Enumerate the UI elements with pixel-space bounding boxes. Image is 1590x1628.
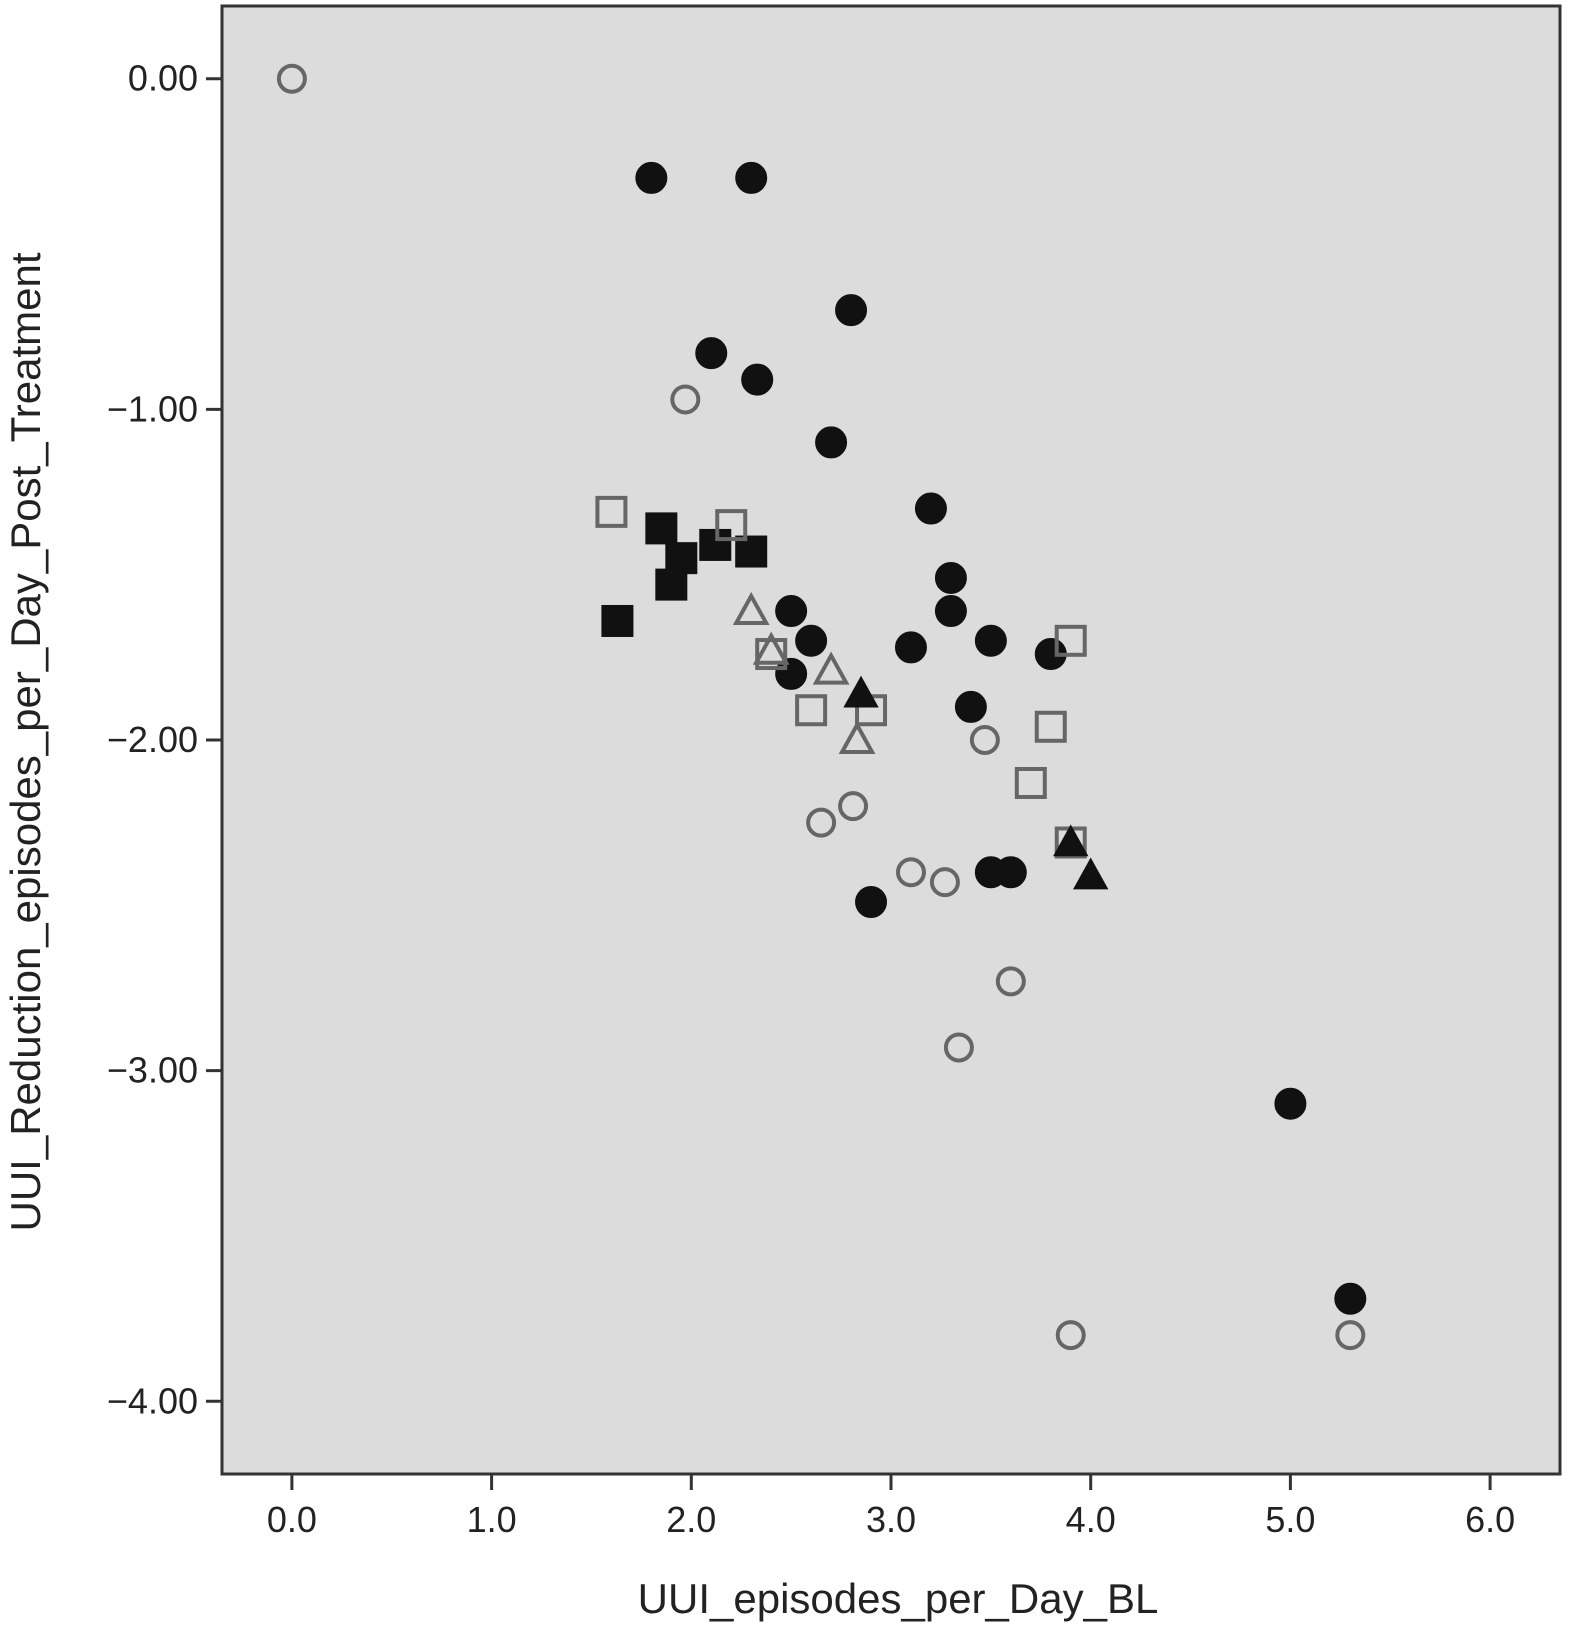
data-point-circle-filled [855, 886, 888, 919]
data-point-circle-open [670, 384, 701, 415]
data-point-square-open [1054, 624, 1087, 657]
data-point-circle-open [929, 867, 960, 898]
data-point-circle-filled [775, 595, 808, 628]
x-tick-label: 5.0 [1265, 1499, 1315, 1540]
data-point-circle-filled [954, 690, 987, 723]
data-point-circle-filled [914, 492, 947, 525]
x-tick-label: 1.0 [467, 1499, 517, 1540]
data-point-circle-open [1335, 1320, 1366, 1351]
data-point-circle-open [276, 63, 307, 94]
data-point-square-open [755, 638, 788, 671]
data-point-triangle-open [812, 651, 850, 685]
data-point-square-filled [645, 512, 678, 545]
y-tick-label: −2.00 [107, 719, 198, 760]
data-point-triangle-filled [1073, 857, 1109, 890]
data-point-square-filled [735, 535, 768, 568]
data-point-square-open [1034, 710, 1067, 743]
data-point-square-open [795, 694, 828, 727]
data-point-square-open [595, 495, 628, 528]
data-point-circle-filled [934, 595, 967, 628]
y-tick-label: −1.00 [107, 388, 198, 429]
data-markers [276, 63, 1367, 1351]
data-point-triangle-filled [1053, 824, 1089, 857]
data-point-circle-filled [795, 624, 828, 657]
data-point-circle-open [806, 807, 837, 838]
x-tick-label: 0.0 [267, 1499, 317, 1540]
data-point-circle-open [838, 791, 869, 822]
x-tick-label: 3.0 [866, 1499, 916, 1540]
data-point-circle-filled [635, 161, 668, 194]
data-point-circle-filled [1334, 1282, 1367, 1315]
data-point-circle-open [995, 966, 1026, 997]
data-point-square-filled [665, 542, 698, 575]
data-point-square-open [715, 509, 748, 542]
y-axis-title: UUI_Reduction_episodes_per_Day_Post_Trea… [2, 252, 49, 1231]
data-point-circle-filled [994, 856, 1027, 889]
plot-area [220, 4, 1562, 1476]
y-tick-label: −4.00 [107, 1380, 198, 1421]
x-tick-label: 2.0 [666, 1499, 716, 1540]
data-point-triangle-filled [843, 675, 879, 708]
x-axis-title: UUI_episodes_per_Day_BL [638, 1575, 1159, 1622]
data-point-circle-filled [1274, 1087, 1307, 1120]
data-point-circle-filled [741, 363, 774, 396]
data-point-circle-filled [835, 294, 868, 327]
data-point-circle-filled [894, 631, 927, 664]
y-axis: 0.00 −1.00 −2.00 −3.00 −4.00 [107, 58, 222, 1421]
data-point-triangle-open [732, 591, 770, 626]
data-point-circle-filled [974, 624, 1007, 657]
y-tick-label: −3.00 [107, 1050, 198, 1091]
data-point-triangle-open [838, 720, 876, 754]
x-tick-label: 4.0 [1066, 1499, 1116, 1540]
data-point-circle-filled [735, 161, 768, 194]
data-point-square-open [1014, 766, 1047, 799]
data-point-circle-filled [815, 426, 848, 459]
data-point-square-filled [655, 568, 688, 601]
data-point-circle-open [895, 857, 926, 888]
data-point-circle-open [969, 725, 1000, 755]
x-tick-label: 6.0 [1465, 1499, 1515, 1540]
data-point-square-filled [601, 604, 634, 637]
data-point-circle-filled [695, 337, 728, 370]
data-point-circle-filled [934, 561, 967, 594]
data-point-triangle-open [752, 631, 790, 665]
x-axis: 0.0 1.0 2.0 3.0 4.0 5.0 6.0 [267, 1474, 1515, 1540]
data-point-circle-open [1055, 1320, 1086, 1351]
y-tick-label: 0.00 [128, 58, 198, 99]
data-point-circle-open [943, 1032, 974, 1063]
